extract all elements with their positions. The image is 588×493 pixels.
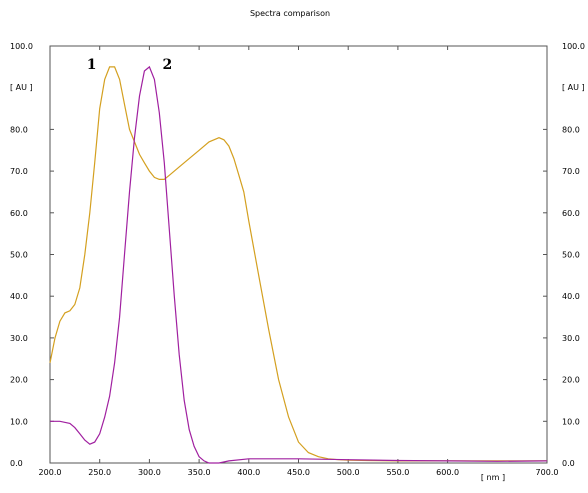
y-tick-label-left: 60.0: [10, 209, 28, 218]
y-tick-label-right: 10.0: [562, 417, 580, 426]
y-tick-label-right: 30.0: [562, 334, 580, 343]
y-tick-label-left: 10.0: [10, 417, 28, 426]
chart-title: Spectra comparison: [250, 9, 330, 18]
y-tick-label-right: 40.0: [562, 292, 580, 301]
x-unit-label: [ nm ]: [481, 473, 505, 482]
y-tick-label-right: 80.0: [562, 125, 580, 134]
y-tick-label-right: 60.0: [562, 209, 580, 218]
y-tick-label-left: 50.0: [10, 251, 28, 260]
series-2-label: 2: [163, 57, 173, 73]
y-tick-label-left: 20.0: [10, 376, 28, 385]
series-2-line: [50, 65, 548, 464]
y-tick-label-left: 80.0: [10, 125, 28, 134]
x-tick-label: 300.0: [138, 468, 161, 477]
y-tick-label-left: 100.0: [10, 42, 33, 51]
y-tick-label-right: 20.0: [562, 376, 580, 385]
x-tick-label: 400.0: [237, 468, 260, 477]
y-unit-label-right: [ AU ]: [562, 83, 585, 92]
y-tick-label-right: 50.0: [562, 251, 580, 260]
x-tick-label: 600.0: [436, 468, 459, 477]
x-tick-label: 200.0: [39, 468, 62, 477]
y-unit-label-left: [ AU ]: [10, 83, 33, 92]
x-tick-label: 550.0: [386, 468, 409, 477]
series-1-line: [49, 66, 547, 462]
series-1-label: 1: [87, 57, 97, 73]
y-tick-label-right: 100.0: [562, 42, 585, 51]
y-tick-label-right: 0.0: [562, 459, 575, 468]
axes-layer: 200.0 250.0 300.0 350.0 400.0 450.0 500.0 550.0…: [10, 42, 585, 477]
y-tick-label-left: 0.0: [10, 459, 23, 468]
x-tick-label: 450.0: [287, 468, 310, 477]
y-tick-label-left: 40.0: [10, 292, 28, 301]
y-tick-label-right: 70.0: [562, 167, 580, 176]
x-tick-label: 350.0: [188, 468, 211, 477]
x-tick-label: 250.0: [88, 468, 111, 477]
x-tick-label: 700.0: [536, 468, 559, 477]
x-tick-label: 500.0: [337, 468, 360, 477]
y-tick-label-left: 70.0: [10, 167, 28, 176]
y-tick-label-left: 30.0: [10, 334, 28, 343]
